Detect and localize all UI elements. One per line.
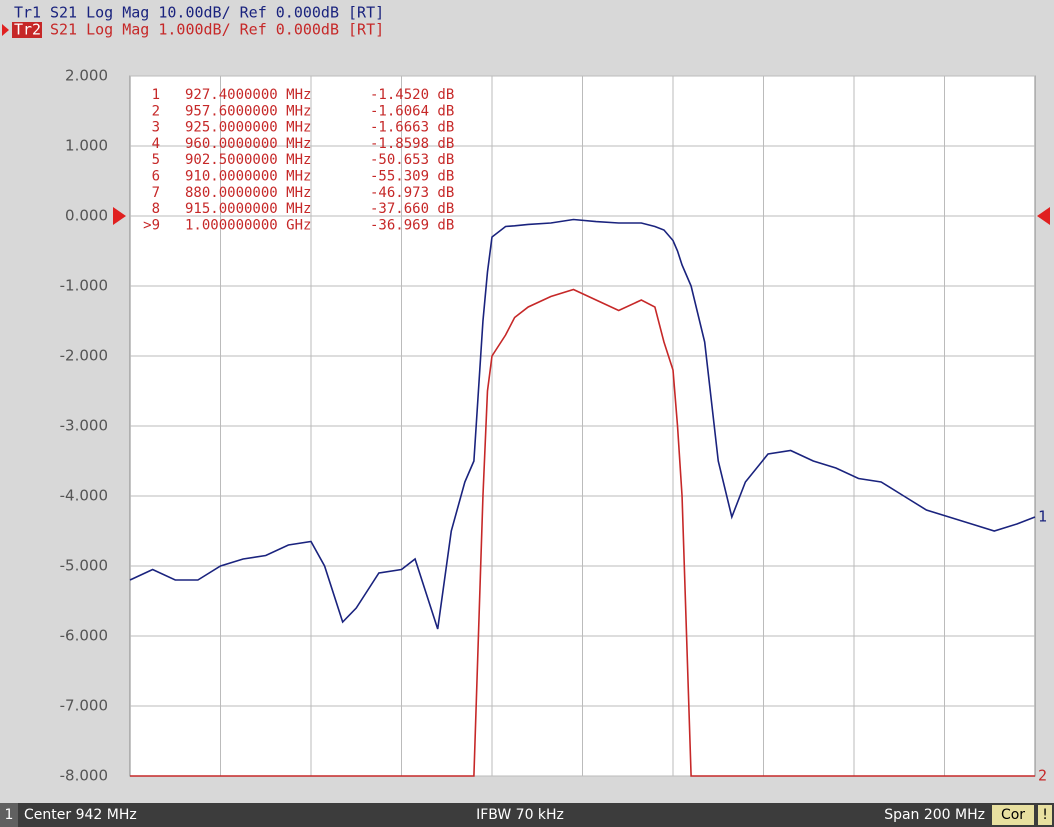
channel-box: [0, 803, 18, 827]
marker-id: 6: [152, 169, 160, 185]
alert-box: [1038, 805, 1052, 825]
trace-end-label: 1: [1038, 508, 1047, 526]
marker-id: >9: [143, 217, 160, 233]
marker-value: -1.8598 dB: [370, 136, 454, 152]
marker-id: 5: [152, 152, 160, 168]
y-tick-label: -4.000: [60, 487, 108, 505]
y-tick-label: -3.000: [60, 417, 108, 435]
marker-freq: 910.0000000 MHz: [185, 169, 311, 185]
status-bar: [0, 803, 1054, 827]
y-tick-label: -5.000: [60, 557, 108, 575]
trace: [129, 218, 1036, 630]
marker-freq: 927.4000000 MHz: [185, 87, 311, 103]
marker-freq: 915.0000000 MHz: [185, 201, 311, 217]
y-tick-label: 1.000: [65, 137, 108, 155]
y-tick-label: -1.000: [60, 277, 108, 295]
ifbw: IFBW 70 kHz: [476, 807, 564, 823]
cor-box: [992, 805, 1034, 825]
trace-name: Tr1: [14, 4, 41, 22]
marker-id: 7: [152, 185, 160, 201]
marker-value: -1.4520 dB: [370, 87, 454, 103]
y-tick-label: -2.000: [60, 347, 108, 365]
marker-freq: 880.0000000 MHz: [185, 185, 311, 201]
marker-id: 2: [152, 103, 160, 119]
center: Center 942 MHz: [24, 807, 137, 823]
marker-value: -37.660 dB: [370, 201, 454, 217]
y-tick-label: 2.000: [65, 67, 108, 85]
marker-freq: 957.6000000 MHz: [185, 103, 311, 119]
marker-value: -55.309 dB: [370, 169, 454, 185]
marker-id: 4: [152, 136, 160, 152]
trace-end-label: 2: [1038, 767, 1047, 785]
marker-value: -1.6064 dB: [370, 103, 454, 119]
marker-freq: 1.000000000 GHz: [185, 217, 311, 233]
y-tick-label: -8.000: [60, 767, 108, 785]
marker-freq: 960.0000000 MHz: [185, 136, 311, 152]
active-trace-box: [12, 22, 42, 38]
trace-desc: S21 Log Mag 10.00dB/ Ref 0.000dB [RT]: [50, 4, 384, 22]
marker-value: -1.6663 dB: [370, 120, 454, 136]
span: Span 200 MHz: [884, 807, 985, 823]
trace-name: Tr2: [14, 21, 41, 39]
y-tick-label: 0.000: [65, 207, 108, 225]
marker-freq: 902.5000000 MHz: [185, 152, 311, 168]
marker-freq: 925.0000000 MHz: [185, 120, 311, 136]
active-arrow: [2, 24, 9, 36]
alert: !: [1042, 807, 1048, 823]
trace-desc: S21 Log Mag 1.000dB/ Ref 0.000dB [RT]: [50, 21, 384, 39]
ref-arrow-left: [113, 207, 126, 225]
marker-value: -46.973 dB: [370, 185, 454, 201]
marker-id: 8: [152, 201, 160, 217]
y-tick-label: -6.000: [60, 627, 108, 645]
marker-value: -36.969 dB: [370, 217, 454, 233]
y-tick-label: -7.000: [60, 697, 108, 715]
cor: Cor: [1001, 807, 1025, 823]
marker-value: -50.653 dB: [370, 152, 454, 168]
marker-id: 1: [152, 87, 160, 103]
channel: 1: [5, 807, 14, 823]
ref-arrow-right: [1037, 207, 1050, 225]
marker-id: 3: [152, 120, 160, 136]
trace: [130, 288, 1035, 777]
